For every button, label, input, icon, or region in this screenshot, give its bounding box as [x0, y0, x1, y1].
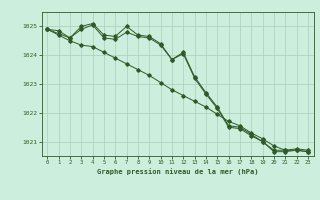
X-axis label: Graphe pression niveau de la mer (hPa): Graphe pression niveau de la mer (hPa) — [97, 168, 258, 175]
